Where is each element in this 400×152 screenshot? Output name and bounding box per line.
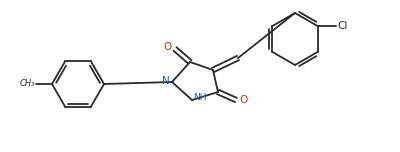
Text: O: O [239,95,247,105]
Text: NH: NH [193,93,206,102]
Text: CH₃: CH₃ [20,78,35,88]
Text: O: O [164,42,172,52]
Text: N: N [162,76,170,86]
Text: Cl: Cl [338,21,348,31]
